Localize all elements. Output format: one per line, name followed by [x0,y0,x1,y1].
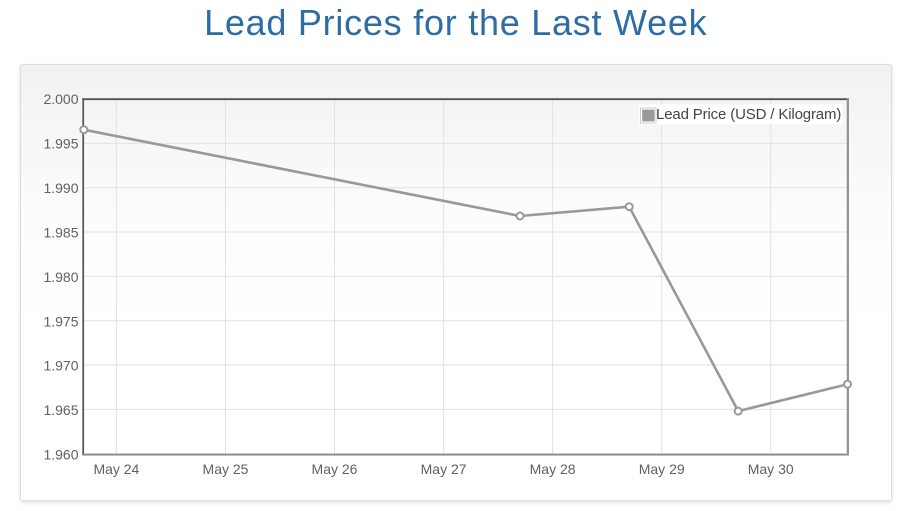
svg-text:May 26: May 26 [312,461,358,477]
svg-text:May 24: May 24 [93,461,139,477]
svg-text:1.985: 1.985 [43,224,78,240]
svg-text:1.990: 1.990 [43,180,78,196]
svg-text:May 28: May 28 [530,461,576,477]
svg-text:May 29: May 29 [639,461,685,477]
svg-text:Lead Price (USD / Kilogram): Lead Price (USD / Kilogram) [656,106,841,123]
svg-text:May 27: May 27 [421,461,467,477]
svg-text:1.975: 1.975 [43,313,78,329]
svg-text:1.970: 1.970 [43,358,78,374]
svg-text:1.960: 1.960 [43,447,78,463]
svg-text:1.980: 1.980 [43,269,78,285]
svg-text:1.965: 1.965 [43,402,78,418]
svg-text:May 30: May 30 [748,461,794,477]
svg-text:May 25: May 25 [203,461,249,477]
svg-text:1.995: 1.995 [43,136,78,152]
svg-text:2.000: 2.000 [43,91,78,107]
